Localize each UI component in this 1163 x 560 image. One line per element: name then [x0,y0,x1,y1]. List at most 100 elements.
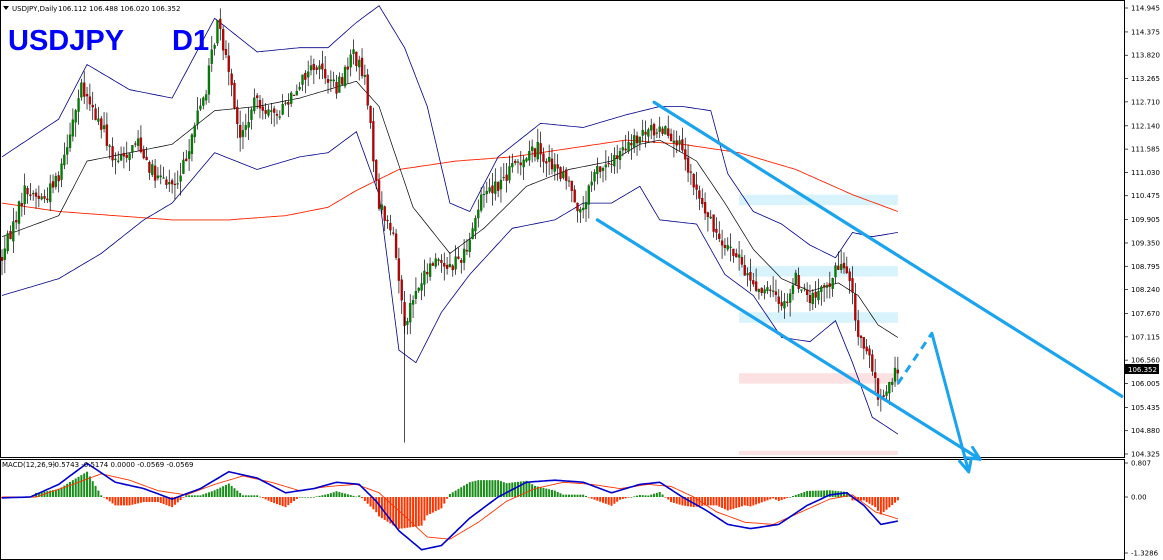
price-tick-label: 112.710 [1131,98,1160,106]
candle-body [616,155,619,159]
candle [740,249,744,268]
macd-histogram-bar [755,497,758,505]
candle [60,158,63,188]
macd-histogram-bar [344,493,347,498]
price-tick-label: 110.475 [1131,192,1160,200]
candle [737,241,741,271]
price-tick-label: 106.005 [1131,380,1160,388]
candle [187,138,191,171]
macd-histogram-bar [590,497,593,499]
macd-histogram-bar [389,497,392,524]
candle [253,88,256,114]
macd-histogram-bar [678,497,681,505]
macd-histogram-bar [896,497,899,501]
macd-histogram-bar [137,497,140,504]
macd-histogram-bar [766,497,769,501]
candle [9,225,12,240]
symbol-header: USDJPY,Daily 106.112 106.488 106.020 106… [3,5,180,13]
macd-histogram-bar [295,497,298,500]
candle-body [664,126,667,135]
candle-body [85,94,89,97]
candles[interactable] [0,8,900,443]
candle-body [448,263,452,268]
candle [278,110,281,121]
macd-histogram-bar [882,497,885,513]
candle-body [769,289,772,291]
candle-body [443,263,446,267]
macd-histogram-bar [134,497,137,505]
candle [326,75,330,94]
candle-body [275,113,279,116]
macd-histogram-bar [261,497,264,499]
candle-body [247,122,250,128]
chart-title-timeframe: D1 [172,25,209,57]
macd-histogram-bar [335,491,338,498]
candle-body [216,20,219,44]
candle [703,192,707,221]
candle [210,36,213,72]
candle [689,163,693,185]
macd-histogram-bar [735,497,738,508]
candle [417,287,420,293]
macd-histogram-bar [791,495,794,498]
candle [3,236,6,274]
macd-histogram-bar [233,488,236,498]
candle [516,158,520,174]
candle-body [502,177,505,179]
collapse-arrow-icon[interactable] [3,6,9,10]
candle [842,252,846,274]
candle-body [324,69,327,79]
candle-body [451,265,454,271]
candle-body [613,154,616,167]
candle-body [533,148,537,157]
candle-body [46,198,49,201]
candle-body [729,246,732,248]
candle-body [68,134,72,148]
bollinger-lower-path [1,131,899,435]
candle [757,288,761,300]
candle-body [599,166,602,172]
macd-histogram-bar [633,496,636,498]
candle-body [9,230,12,240]
macd-histogram-bar [808,490,811,498]
candle-body [644,131,647,135]
macd-axis: 0.807 0.00 -1.3286 [1124,460,1159,558]
candle [658,116,661,139]
candle-body [60,163,63,180]
macd-histogram-bar [103,497,106,498]
macd-histogram-bar [658,491,661,498]
candle-body [349,54,352,68]
macd-histogram-bar [151,497,154,503]
candle [800,289,803,293]
macd-histogram-bar [777,497,780,502]
main-panel-frame [0,0,1125,458]
candle-body [794,272,797,285]
candle [443,252,446,281]
candle [295,84,298,96]
candle [66,134,69,165]
macd-histogram-bar [431,497,434,513]
candle [454,245,457,275]
candle-body [491,185,494,194]
candle-body [281,104,284,115]
candle [780,290,783,311]
macd-histogram-bar [763,497,766,502]
candle-body [797,275,800,289]
macd-histogram-bar [877,497,880,511]
candle [542,147,545,173]
candle-body [715,228,718,233]
macd-histogram-bar [185,495,188,498]
candle [613,147,616,174]
candle [292,94,296,96]
candle-body [321,63,324,70]
candle-body [652,124,656,136]
candle [318,60,321,80]
candle [791,278,795,301]
price-tick-label: 112.140 [1131,122,1160,130]
candle-body [859,335,863,338]
candle-body [389,222,392,231]
candle-body [187,151,191,159]
zone-support-4 [739,450,898,456]
